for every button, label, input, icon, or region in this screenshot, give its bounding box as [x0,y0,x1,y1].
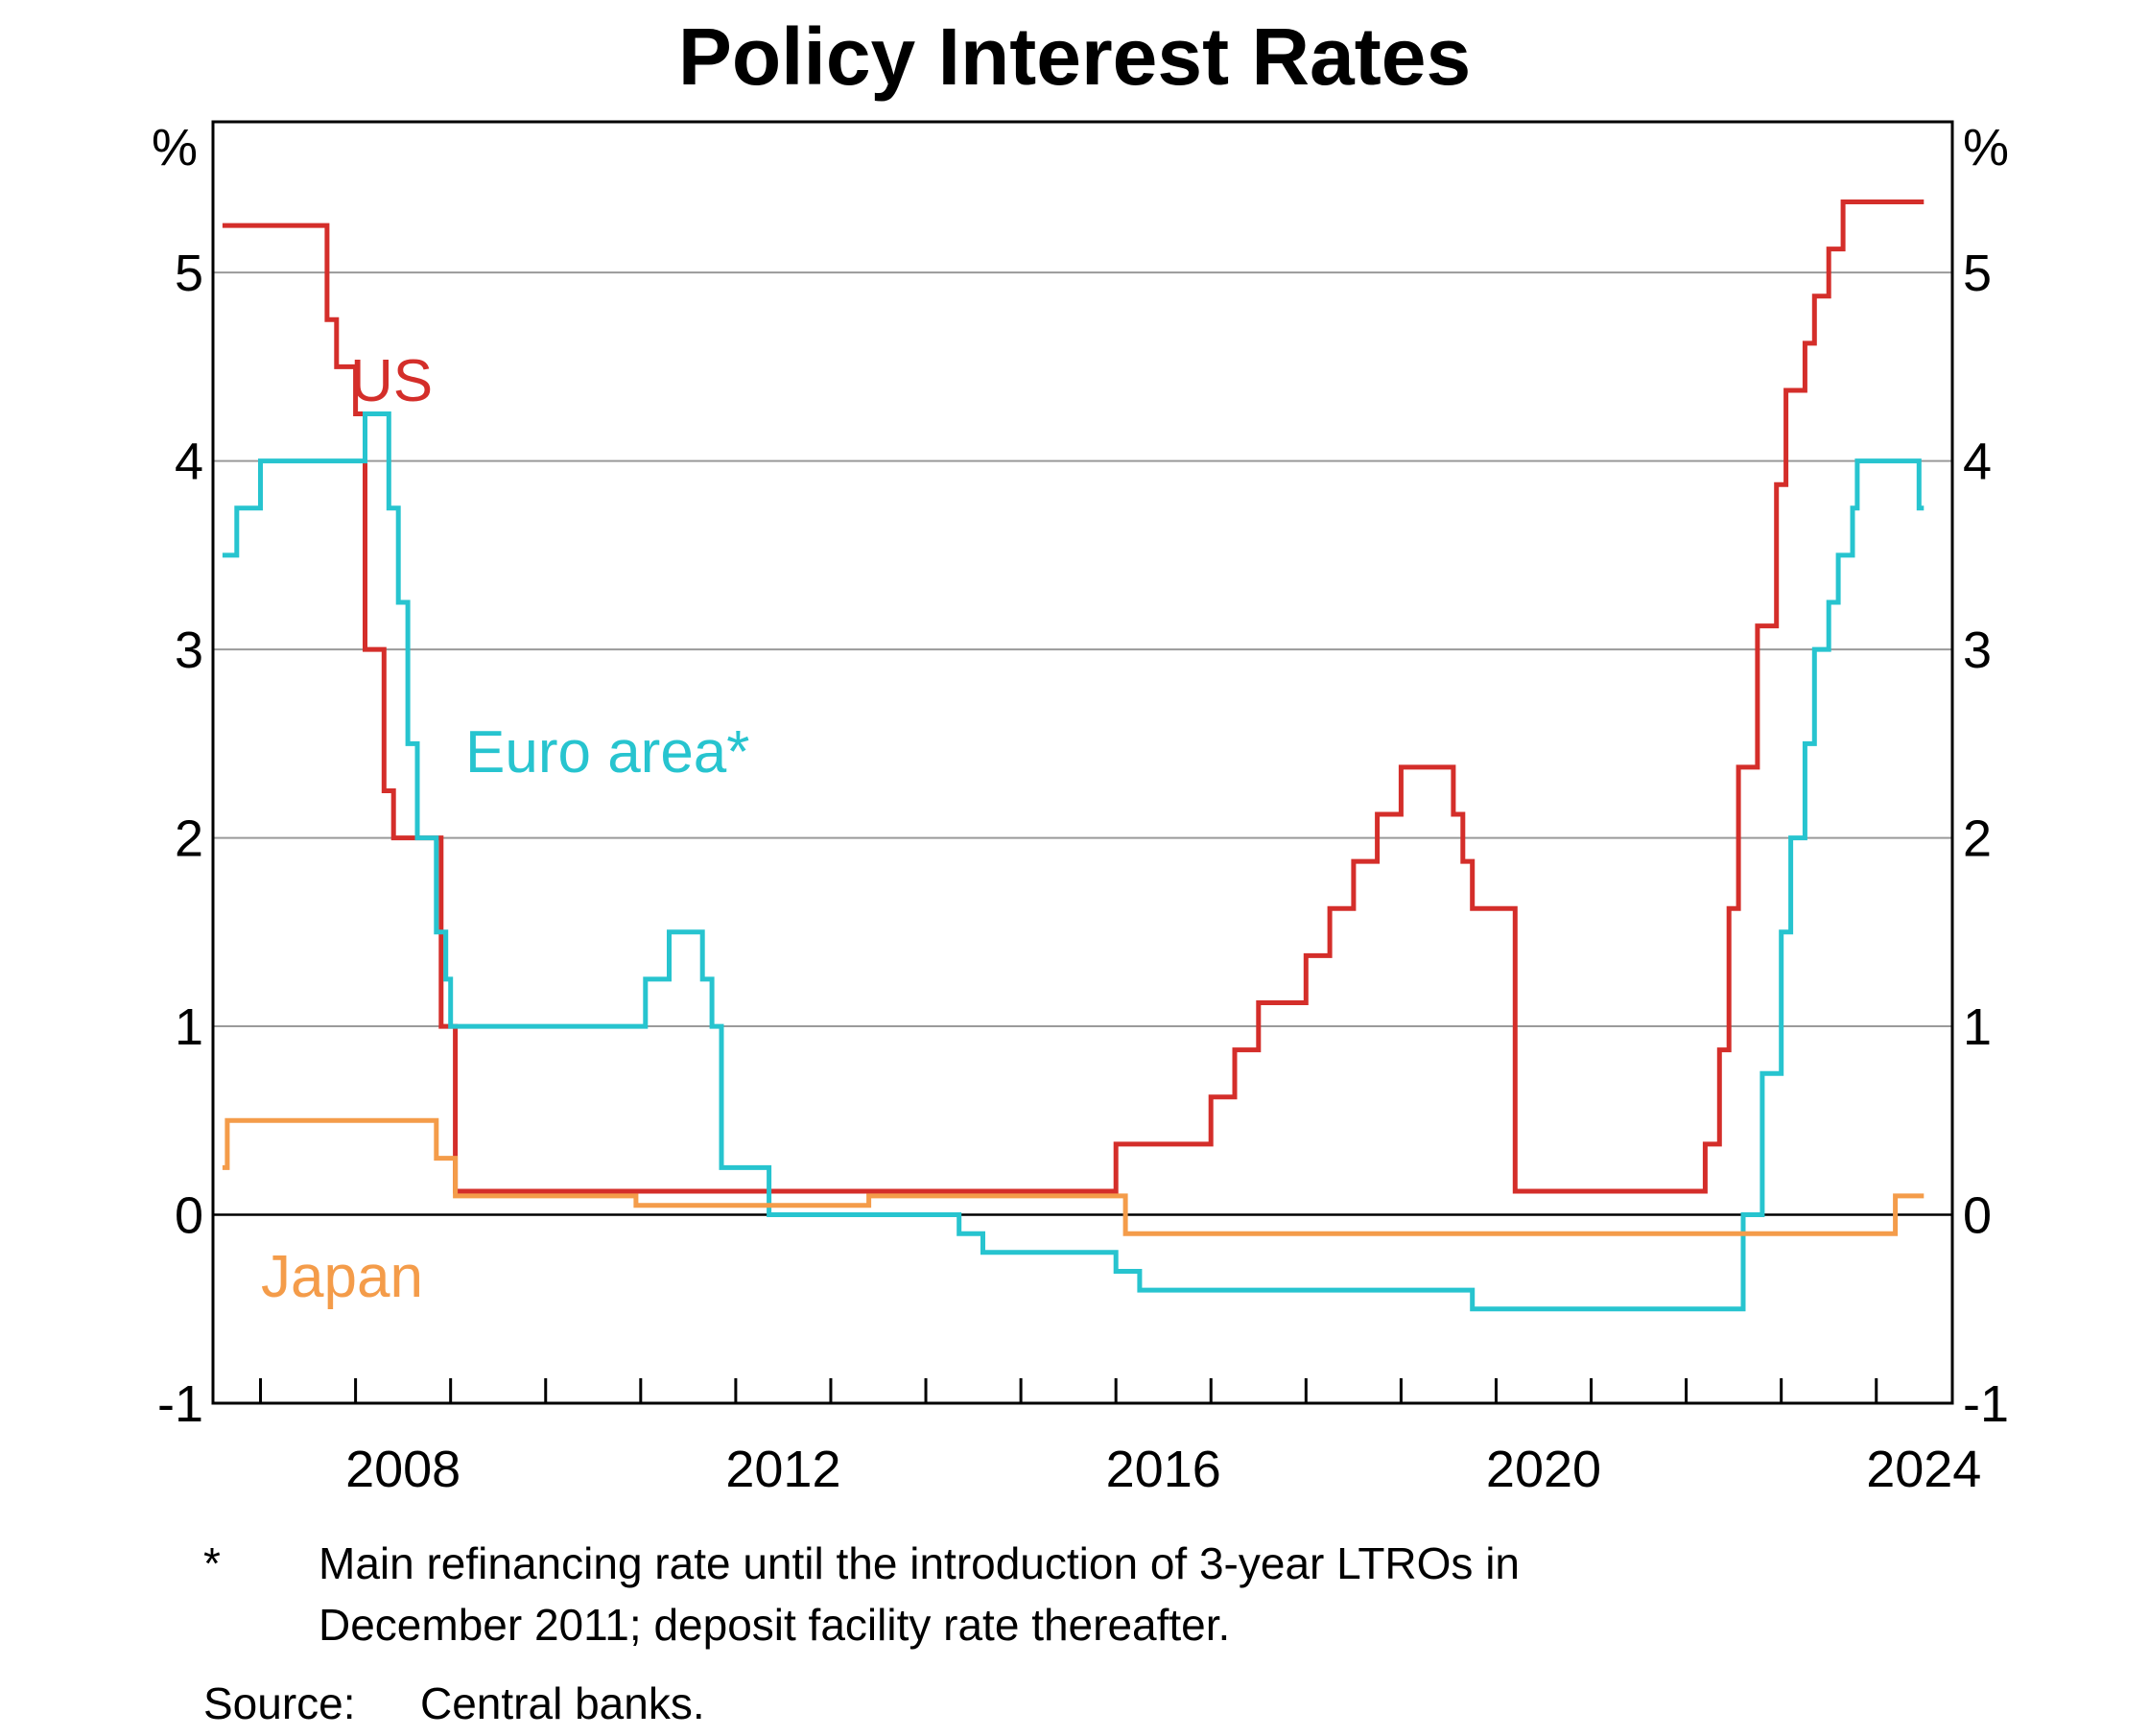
plot-frame [211,120,1954,1405]
series-line-japan [222,1117,1925,1236]
y-tick-label-right: 5 [1963,245,1992,302]
x-tick-label: 2024 [1866,1441,1981,1498]
footnote-line-1: Main refinancing rate until the introduc… [319,1538,1520,1588]
chart-notes: * Main refinancing rate until the introd… [203,1533,1911,1734]
y-tick-label-right: 3 [1963,622,1992,679]
y-tick-label-right: 1 [1963,998,1992,1056]
source-label: Source: [203,1678,356,1728]
x-tick-label: 2008 [345,1441,460,1498]
footnote: * Main refinancing rate until the introd… [203,1533,1911,1655]
y-tick-label-right: 0 [1963,1187,1992,1245]
series-label-euro-area: Euro area* [465,719,749,786]
y-unit-left: % [152,119,198,176]
y-tick-label-right: 2 [1963,810,1992,868]
series-label-us: US [350,348,433,414]
x-tick-label: 2016 [1106,1441,1221,1498]
source-text: Central banks. [420,1678,705,1728]
x-tick-label: 2020 [1486,1441,1601,1498]
y-unit-right: % [1963,119,2009,176]
y-tick-label-left: 3 [175,622,203,679]
chart-title: Policy Interest Rates [678,12,1471,102]
series-label-japan: Japan [261,1244,423,1310]
footnote-line-2: December 2011; deposit facility rate the… [319,1600,1231,1650]
y-tick-label-right: 4 [1963,434,1992,491]
y-tick-label-left: 1 [175,998,203,1056]
axis-ticks: -1 -1 0 0 1 1 2 2 3 3 4 4 5 5 2008 2012 2016 2020 2024 [157,245,2009,1498]
y-tick-label-left: 2 [175,810,203,868]
source-note: Source: Central banks. [203,1673,1911,1734]
y-tick-label-left: -1 [157,1375,203,1433]
y-tick-label-left: 5 [175,245,203,302]
series-lines [222,199,1925,1312]
x-tick-label: 2012 [725,1441,840,1498]
y-tick-label-left: 4 [175,434,203,491]
series-line-us [222,199,1925,1194]
footnote-text: Main refinancing rate until the introduc… [319,1533,1911,1655]
footnote-marker: * [203,1538,221,1588]
plot-border [211,120,1954,1405]
series-line-euro-area [222,411,1925,1312]
y-tick-label-right: -1 [1963,1375,2009,1433]
y-tick-label-left: 0 [175,1187,203,1245]
